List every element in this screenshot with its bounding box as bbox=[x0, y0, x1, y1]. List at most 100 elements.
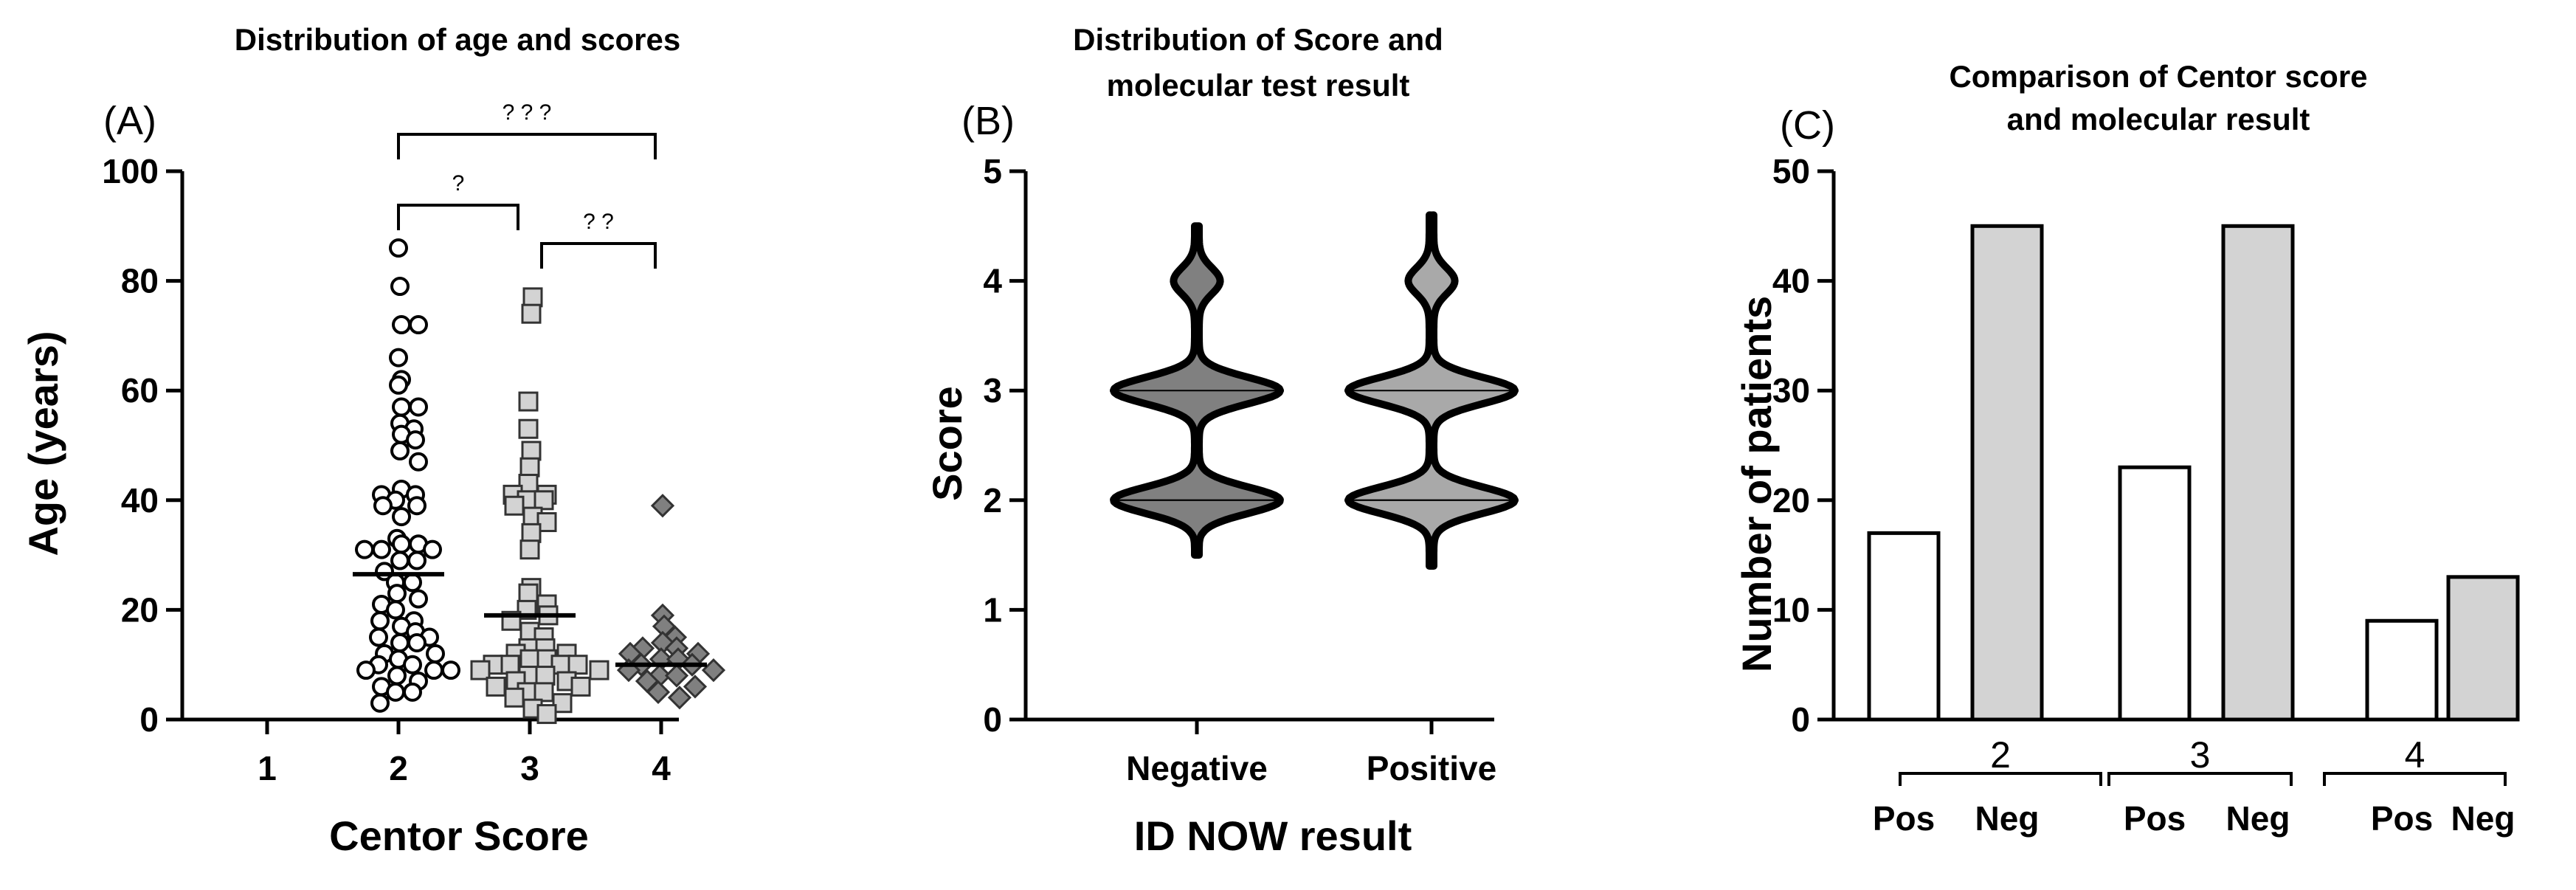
panel-a-point-score-3 bbox=[533, 490, 554, 511]
panel-a-point-score-3 bbox=[536, 704, 557, 725]
panel-b-x-axis-label: ID NOW result bbox=[1134, 813, 1412, 859]
panel-a-point-score-4 bbox=[683, 675, 708, 699]
panel-a-point-score-2 bbox=[441, 660, 460, 680]
panel-a-point-score-2 bbox=[423, 539, 442, 559]
panel-a-point-score-3 bbox=[552, 693, 573, 714]
panel-c: Comparison of Centor score and molecular… bbox=[1733, 59, 2520, 838]
panel-a-point-score-4 bbox=[646, 680, 671, 704]
panel-a-point-score-2 bbox=[406, 430, 425, 450]
panel-a-point-score-2 bbox=[390, 441, 410, 460]
panel-a-point-score-3 bbox=[518, 418, 539, 439]
panel-a-title: Distribution of age and scores bbox=[235, 22, 680, 57]
panel-b-y-tick-label: 1 bbox=[983, 590, 1002, 629]
panel-c-title-line-2: and molecular result bbox=[2007, 102, 2310, 137]
panel-a-point-score-2 bbox=[409, 397, 428, 417]
panel-a-point-score-3 bbox=[504, 687, 525, 708]
panel-a-y-tick-label: 0 bbox=[139, 700, 159, 739]
panel-a-point-score-2 bbox=[392, 397, 411, 417]
panel-a-point-score-3 bbox=[533, 682, 554, 703]
panel-a-point-score-3 bbox=[504, 495, 525, 516]
panel-a-significance-label: ? ? ? bbox=[503, 100, 552, 125]
panel-a-point-score-3 bbox=[519, 649, 540, 669]
panel-a-x-tick-label: 1 bbox=[258, 749, 277, 787]
panel-a-y-tick-label: 20 bbox=[121, 590, 159, 629]
panel-c-y-tick-label: 10 bbox=[1772, 590, 1810, 629]
panel-a-point-score-2 bbox=[424, 660, 443, 680]
panel-a-point-score-3 bbox=[589, 660, 610, 680]
panel-a-point-score-3 bbox=[521, 522, 542, 543]
panel-a-y-axis-label: Age (years) bbox=[20, 331, 66, 556]
panel-a-point-score-2 bbox=[373, 496, 393, 516]
panel-a-point-score-2 bbox=[370, 693, 390, 713]
panel-a-point-score-2 bbox=[407, 496, 427, 516]
panel-a-axes: 0 20 40 60 80 100 1 2 3 4 bbox=[102, 152, 679, 787]
panel-b-axes: 0 1 2 3 4 5 Negative Positive bbox=[983, 152, 1496, 787]
panel-b-title-line-1: Distribution of Score and bbox=[1073, 22, 1443, 57]
panel-a-point-score-2 bbox=[389, 375, 408, 395]
panel-a-point-score-2 bbox=[372, 539, 391, 559]
panel-a-point-score-3 bbox=[521, 303, 542, 324]
panel-c-y-axis-label: Number of patients bbox=[1733, 296, 1780, 672]
panel-a-point-score-2 bbox=[403, 682, 422, 702]
panel-a-y-tick-label: 60 bbox=[121, 371, 159, 410]
panel-b-title-line-2: molecular test result bbox=[1107, 68, 1410, 103]
panel-c-group-label: 4 bbox=[2405, 734, 2425, 776]
panel-a-significance-bracket bbox=[397, 204, 519, 230]
panel-a-point-score-2 bbox=[390, 551, 410, 570]
panel-a-point-score-3 bbox=[519, 457, 540, 477]
panel-c-x-tick-label: Pos bbox=[2371, 799, 2433, 838]
panel-a-point-score-3 bbox=[519, 539, 540, 560]
panel-a-point-score-2 bbox=[369, 627, 388, 647]
panel-c-x-tick-label: Neg bbox=[2451, 799, 2515, 838]
panel-a-point-score-4 bbox=[664, 663, 689, 688]
panel-c-bar-pos bbox=[2365, 618, 2439, 722]
panel-c-y-tick-label: 50 bbox=[1772, 152, 1810, 190]
panel-c-bar-neg bbox=[2221, 224, 2295, 722]
panel-b-x-tick-label: Negative bbox=[1126, 749, 1268, 787]
panel-a-points bbox=[353, 238, 726, 725]
panel-c-x-tick-label: Neg bbox=[2226, 799, 2290, 838]
panel-a-point-score-2 bbox=[392, 534, 411, 554]
panel-a-point-score-2 bbox=[389, 238, 408, 258]
panel-a-point-score-2 bbox=[409, 315, 428, 335]
panel-a-x-tick-label: 3 bbox=[520, 749, 539, 787]
panel-c-bar-pos bbox=[1867, 531, 1941, 722]
panel-a-point-score-3 bbox=[570, 676, 591, 697]
panel-a-significance-label: ? ? bbox=[583, 210, 614, 234]
panel-c-x-tick-label: Pos bbox=[2124, 799, 2186, 838]
panel-c-label: (C) bbox=[1780, 103, 1835, 148]
panel-a-significance-label: ? bbox=[452, 171, 465, 196]
panel-c-group-label: 3 bbox=[2190, 734, 2211, 776]
panel-c-y-tick-label: 0 bbox=[1791, 700, 1810, 739]
panel-a-y-tick-label: 40 bbox=[121, 481, 159, 520]
panel-a-significance: ? ? ?? ? ? bbox=[397, 100, 657, 269]
panel-a-y-tick-label: 100 bbox=[102, 152, 159, 190]
panel-b-x-tick-label: Positive bbox=[1367, 749, 1496, 787]
panel-c-bar-neg bbox=[1970, 224, 2044, 722]
panel-a-y-tick-label: 80 bbox=[121, 262, 159, 300]
panel-c-group-bracket bbox=[2323, 772, 2507, 786]
panel-a-point-score-4 bbox=[650, 494, 675, 518]
panel-c-axes: 0 10 20 30 40 50 bbox=[1772, 152, 2505, 739]
panel-c-y-tick-label: 30 bbox=[1772, 371, 1810, 410]
panel-b: Distribution of Score and molecular test… bbox=[924, 22, 1519, 859]
panel-a-point-score-2 bbox=[403, 573, 422, 593]
panel-a-point-score-2 bbox=[389, 348, 408, 368]
panel-a-point-score-2 bbox=[409, 452, 428, 472]
panel-a-point-score-2 bbox=[409, 589, 428, 609]
panel-c-group-bracket bbox=[2107, 772, 2293, 786]
panel-b-y-tick-label: 3 bbox=[983, 371, 1002, 410]
panel-a-x-tick-label: 2 bbox=[389, 749, 408, 787]
panel-a-point-score-2 bbox=[426, 644, 445, 663]
panel-a-point-score-2 bbox=[392, 507, 411, 527]
panel-c-x-tick-label: Pos bbox=[1873, 799, 1935, 838]
panel-a-point-score-2 bbox=[390, 632, 410, 652]
panel-a-point-score-3 bbox=[522, 287, 543, 308]
panel-c-group-labels: 2 3 4 bbox=[1899, 734, 2507, 786]
panel-c-bar-pos bbox=[2118, 465, 2192, 722]
panel-a-point-score-3 bbox=[518, 583, 539, 604]
panel-b-label: (B) bbox=[961, 99, 1015, 143]
panel-a-point-score-2 bbox=[387, 584, 407, 604]
panel-b-y-axis-label: Score bbox=[924, 386, 970, 501]
